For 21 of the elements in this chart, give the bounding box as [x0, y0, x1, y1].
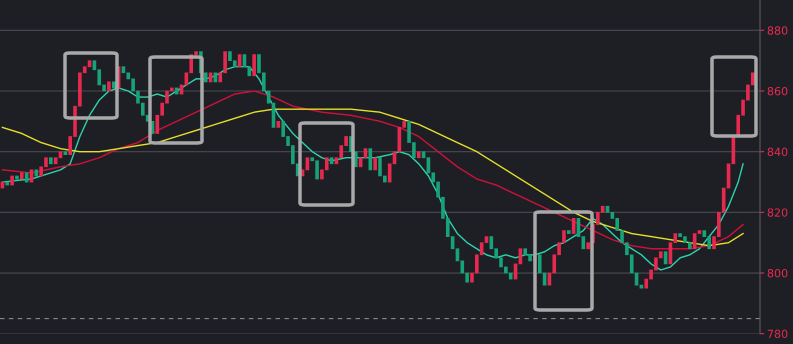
candlestick: [238, 54, 242, 68]
candlestick: [24, 172, 28, 182]
candlestick: [354, 151, 358, 168]
candlestick: [30, 170, 34, 182]
candlestick: [368, 148, 372, 170]
candlestick: [208, 72, 212, 82]
candlestick: [107, 82, 111, 92]
candlestick: [664, 251, 668, 264]
candlestick: [252, 54, 256, 76]
candlestick: [373, 157, 377, 170]
y-tick-label: 860: [768, 86, 788, 96]
candlestick: [204, 72, 208, 82]
y-tick-label: 840: [768, 148, 788, 156]
y-tick-label: 820: [768, 208, 788, 217]
line-series: [2, 66, 744, 271]
y-tick-label: 880: [768, 26, 788, 35]
y-tick-label: 780: [768, 330, 788, 338]
candlestick: [214, 72, 218, 82]
y-tick-label: 800: [768, 268, 788, 278]
candlestick: [572, 218, 576, 234]
candlestick: [10, 176, 14, 186]
